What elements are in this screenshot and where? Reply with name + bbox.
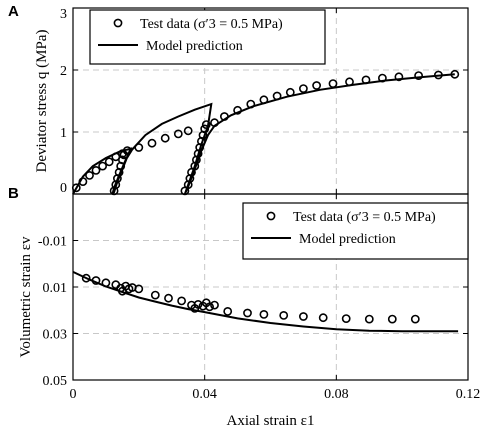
data-point-test: [210, 300, 219, 310]
data-point-test: [164, 293, 173, 303]
x-axis-title: Axial strain ε1: [227, 413, 315, 429]
y-tick-label: 2: [60, 64, 67, 79]
panel-label-b: B: [8, 185, 19, 202]
data-point-test: [193, 299, 203, 309]
legend-box: [242, 202, 469, 260]
data-point-test: [160, 133, 170, 143]
legend-label-model-prediction: Model prediction: [299, 232, 396, 247]
legend-marker-circle: [113, 18, 123, 28]
x-tick-label: 0.12: [456, 387, 481, 402]
x-tick-label: 0.04: [192, 387, 217, 402]
legend-label-test-data: Test data (σ′3 = 0.5 MPa): [293, 210, 436, 225]
data-point-test: [134, 284, 144, 294]
y-tick-label: -0.01: [38, 235, 67, 250]
panel-label-a: A: [8, 3, 19, 20]
series-line-model-prediction: [72, 73, 455, 195]
data-point-test: [259, 309, 269, 319]
data-point-test: [98, 161, 107, 171]
y-tick-label: 0.01: [43, 281, 68, 296]
legend-box: [89, 9, 326, 65]
y-tick-label: 1: [60, 126, 67, 141]
data-point-test: [298, 84, 308, 93]
panel-b: -0.01 0.01 0.03 0.050 0.04 0.08 0.12 B Test data…: [8, 185, 480, 429]
legend-marker-circle: [266, 211, 276, 221]
data-point-test: [81, 273, 91, 283]
data-point-test: [91, 165, 101, 175]
data-point-test: [173, 129, 183, 139]
series-line-model-prediction: [72, 270, 459, 333]
y-axis-title: Deviator stress q (MPa): [34, 30, 50, 173]
x-tick-label: 0: [70, 387, 77, 402]
y-axis-title: Volumetric strain εv: [18, 236, 34, 358]
data-point-test: [414, 71, 423, 80]
data-point-test: [341, 314, 351, 323]
data-point-test: [364, 314, 374, 324]
panel-a: 0 1 2 3 A Test data (σ′3 = 0.5 MPa) Model pred…: [8, 3, 469, 196]
data-point-test: [387, 314, 397, 324]
data-point-test: [410, 314, 420, 324]
legend-label-test-data: Test data (σ′3 = 0.5 MPa): [140, 17, 283, 32]
x-tick-label: 0.08: [324, 387, 349, 402]
data-point-test: [312, 81, 321, 90]
y-tick-label: 0.03: [43, 328, 68, 343]
data-point-test: [85, 170, 94, 180]
data-point-test: [223, 306, 233, 316]
y-tick-label: 0: [60, 181, 67, 196]
data-point-test: [205, 302, 214, 312]
data-point-test: [394, 72, 404, 82]
y-tick-label: 3: [60, 7, 67, 22]
data-point-test: [328, 79, 338, 88]
data-point-test: [147, 138, 157, 148]
data-point-test: [104, 157, 114, 167]
data-point-test: [183, 126, 193, 136]
data-point-test: [243, 308, 252, 318]
legend-label-model-prediction: Model prediction: [146, 39, 243, 54]
data-point-test: [279, 310, 289, 320]
data-point-test: [318, 313, 328, 323]
y-tick-label: 0.05: [43, 374, 68, 389]
data-point-test: [150, 290, 160, 300]
data-point-test: [298, 312, 308, 321]
data-point-test: [177, 296, 186, 306]
